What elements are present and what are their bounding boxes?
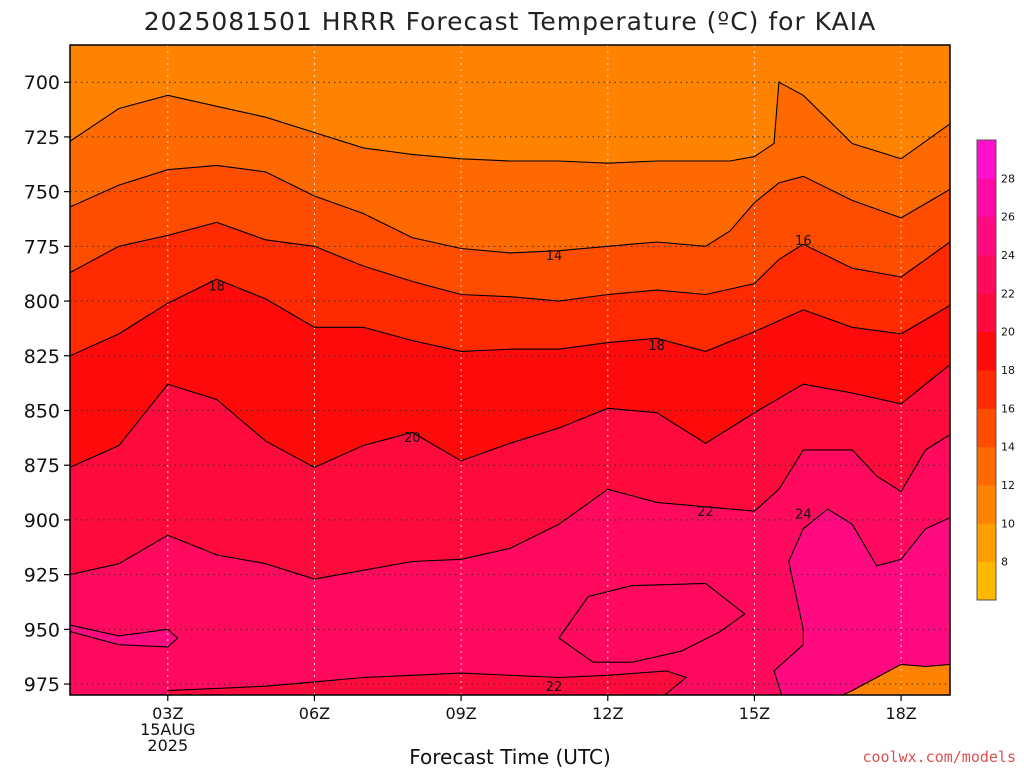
colorbar-frame: [976, 139, 997, 601]
y-axis: 700 725 750 775 800 825 850 875 900 925 950 975: [24, 72, 70, 696]
y-tick-label-875: 875: [24, 455, 60, 477]
y-tick-label-925: 925: [24, 565, 60, 587]
y-tick-label-975: 975: [24, 674, 60, 696]
contour-label-3: 18: [648, 339, 665, 354]
y-tick-label-750: 750: [24, 182, 60, 204]
contour-label-5: 22: [697, 505, 714, 520]
colorbar-segment-10: [977, 178, 996, 218]
y-tick-label-700: 700: [24, 72, 60, 94]
fill-band-24-8: [70, 625, 178, 647]
colorbar-tick-label-28: 28: [1001, 172, 1015, 185]
colorbar-segment-7: [977, 293, 996, 333]
credit-link[interactable]: coolwx.com/models: [862, 748, 1016, 766]
colorbar-segment-9: [977, 216, 996, 256]
colorbar-tick-label-14: 14: [1001, 441, 1015, 454]
y-tick-label-725: 725: [24, 127, 60, 149]
contour-line-24-9: [773, 508, 950, 695]
x-tick-label-6-0: 06Z: [299, 704, 330, 723]
contour-labels: 14 16 18 18 20 22 24 22: [208, 234, 811, 695]
colorbar-tick-label-10: 10: [1001, 517, 1015, 530]
x-tick-label-3-0: 03Z: [152, 704, 183, 723]
colorbar-segment-4: [977, 408, 996, 448]
colorbar-tick-label-20: 20: [1001, 326, 1015, 339]
contour-line-22-5: [70, 434, 950, 580]
y-tick-label-800: 800: [24, 291, 60, 313]
plot-frame: [69, 44, 951, 696]
y-tick-label-900: 900: [24, 510, 60, 532]
contour-label-4: 20: [404, 431, 421, 446]
colorbar-segment-0: [977, 561, 996, 601]
fill-band-24-9: [774, 509, 950, 695]
colorbar-segment-3: [977, 446, 996, 486]
colorbar-segment-11: [977, 140, 996, 179]
contour-lines: [70, 81, 950, 695]
fill-band-22-7: [167, 670, 686, 695]
x-tick-label-9-0: 09Z: [445, 704, 476, 723]
colorbar-tick-label-16: 16: [1001, 402, 1015, 415]
chart-title: 2025081501 HRRR Forecast Temperature (ºC…: [144, 7, 876, 36]
x-tick-label-3-2: 2025: [147, 736, 188, 755]
colorbar-tick-label-18: 18: [1001, 364, 1015, 377]
y-tick-label-950: 950: [24, 619, 60, 641]
contour-label-6: 24: [795, 507, 812, 522]
x-tick-label-3-1: 15AUG: [140, 720, 195, 739]
y-tick-label-775: 775: [24, 236, 60, 258]
contour-label-2: 18: [208, 280, 225, 295]
contour-line-22-6: [558, 582, 746, 663]
x-tick-label-18-0: 18Z: [885, 704, 916, 723]
fill-band-26-10: [842, 664, 950, 695]
contour-line-14-1: [70, 164, 950, 254]
colorbar-tick-label-26: 26: [1001, 211, 1015, 224]
contour-label-1: 16: [795, 234, 812, 249]
x-tick-label-12-0: 12Z: [592, 704, 623, 723]
contour-label-7: 22: [546, 680, 563, 695]
colorbar-segment-6: [977, 331, 996, 371]
contour-label-0: 14: [546, 249, 563, 264]
colorbar-tick-label-12: 12: [1001, 479, 1015, 492]
colorbar-segment-1: [977, 523, 996, 563]
fill-band-22-5: [70, 434, 950, 695]
x-tick-label-15-0: 15Z: [739, 704, 770, 723]
contour-line-20-4: [70, 364, 950, 469]
y-tick-label-825: 825: [24, 346, 60, 368]
colorbar-segment-8: [977, 255, 996, 294]
contour-line-24-8: [70, 624, 179, 648]
contour-line-26-10: [841, 663, 950, 695]
colorbar: 8 10 12 14 16 18 20 22 24 26 28: [976, 139, 1015, 601]
colorbar-tick-label-22: 22: [1001, 287, 1015, 300]
colorbar-segment-5: [977, 370, 996, 409]
colorbar-segment-2: [977, 485, 996, 524]
contour-line-16-2: [70, 221, 950, 302]
temperature-fill-layers: [70, 45, 950, 695]
contour-line-22-7: [167, 670, 688, 695]
contour-line-12-0: [70, 81, 950, 164]
colorbar-tick-label-8: 8: [1001, 556, 1008, 569]
y-tick-label-850: 850: [24, 400, 60, 422]
x-axis-label: Forecast Time (UTC): [409, 745, 611, 768]
colorbar-tick-label-24: 24: [1001, 249, 1015, 262]
grid-lines: [70, 45, 950, 695]
contour-line-18-3: [70, 278, 950, 357]
